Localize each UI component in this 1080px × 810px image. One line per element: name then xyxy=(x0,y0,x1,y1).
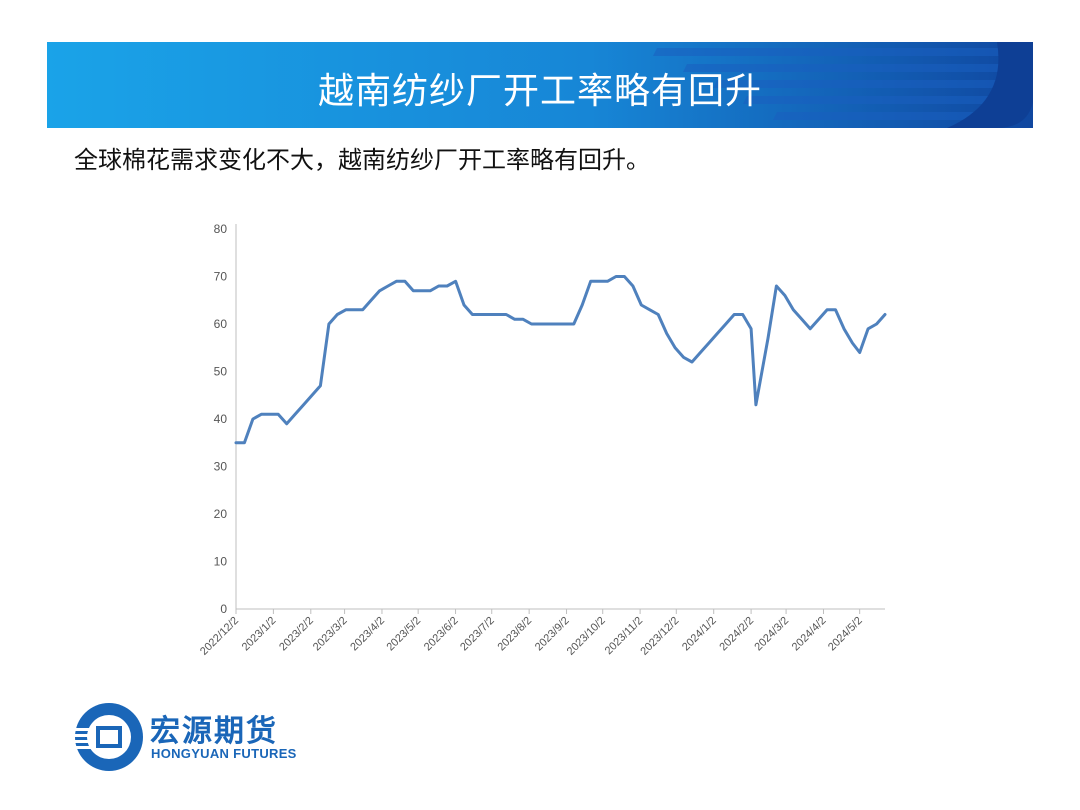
y-tick-label: 60 xyxy=(214,317,228,331)
x-tick-label: 2023/12/2 xyxy=(638,615,681,658)
y-tick-label: 10 xyxy=(214,555,228,569)
title-banner: 越南纺纱厂开工率略有回升 xyxy=(47,42,1033,128)
logo-name-en: HONGYUAN FUTURES xyxy=(151,746,297,761)
x-tick-label: 2023/8/2 xyxy=(495,615,534,654)
x-tick-label: 2024/5/2 xyxy=(826,615,865,654)
banner-stripes xyxy=(653,48,1007,120)
company-logo: 宏源期货 HONGYUAN FUTURES xyxy=(72,700,332,774)
series-line xyxy=(234,275,887,445)
y-tick-label: 0 xyxy=(220,602,227,616)
page-title: 越南纺纱厂开工率略有回升 xyxy=(317,71,762,112)
subtitle-text: 全球棉花需求变化不大，越南纺纱厂开工率略有回升。 xyxy=(74,146,650,174)
line-chart: 0 10 20 30 40 50 60 70 80 2022/12/22023/1/22023/2… xyxy=(198,222,887,658)
logo-name-cn: 宏源期货 xyxy=(150,714,278,749)
banner-background xyxy=(47,42,1033,128)
x-tick-label: 2024/2/2 xyxy=(717,615,756,654)
y-tick-label: 30 xyxy=(214,460,228,474)
y-tick-label: 80 xyxy=(214,222,228,236)
y-tick-label: 50 xyxy=(214,365,228,379)
x-tick-label: 2023/3/2 xyxy=(311,615,350,654)
x-tick-label: 2023/10/2 xyxy=(565,615,608,658)
x-tick-label: 2023/5/2 xyxy=(385,615,424,654)
x-tick-label: 2023/1/2 xyxy=(240,615,279,654)
x-tick-label: 2024/3/2 xyxy=(752,615,791,654)
x-tick-label: 2022/12/2 xyxy=(198,615,241,658)
x-tick-label: 2023/7/2 xyxy=(458,615,497,654)
x-tick-label: 2024/1/2 xyxy=(680,615,719,654)
logo-icon xyxy=(74,703,143,771)
y-tick-label: 40 xyxy=(214,412,228,426)
y-tick-label: 70 xyxy=(214,270,228,284)
y-tick-label: 20 xyxy=(214,507,228,521)
x-tick-label: 2023/4/2 xyxy=(348,615,387,654)
x-tick-label: 2024/4/2 xyxy=(790,615,829,654)
banner-curve xyxy=(947,42,1033,128)
x-tick-label: 2023/6/2 xyxy=(422,615,461,654)
x-tick-label: 2023/2/2 xyxy=(277,615,316,654)
